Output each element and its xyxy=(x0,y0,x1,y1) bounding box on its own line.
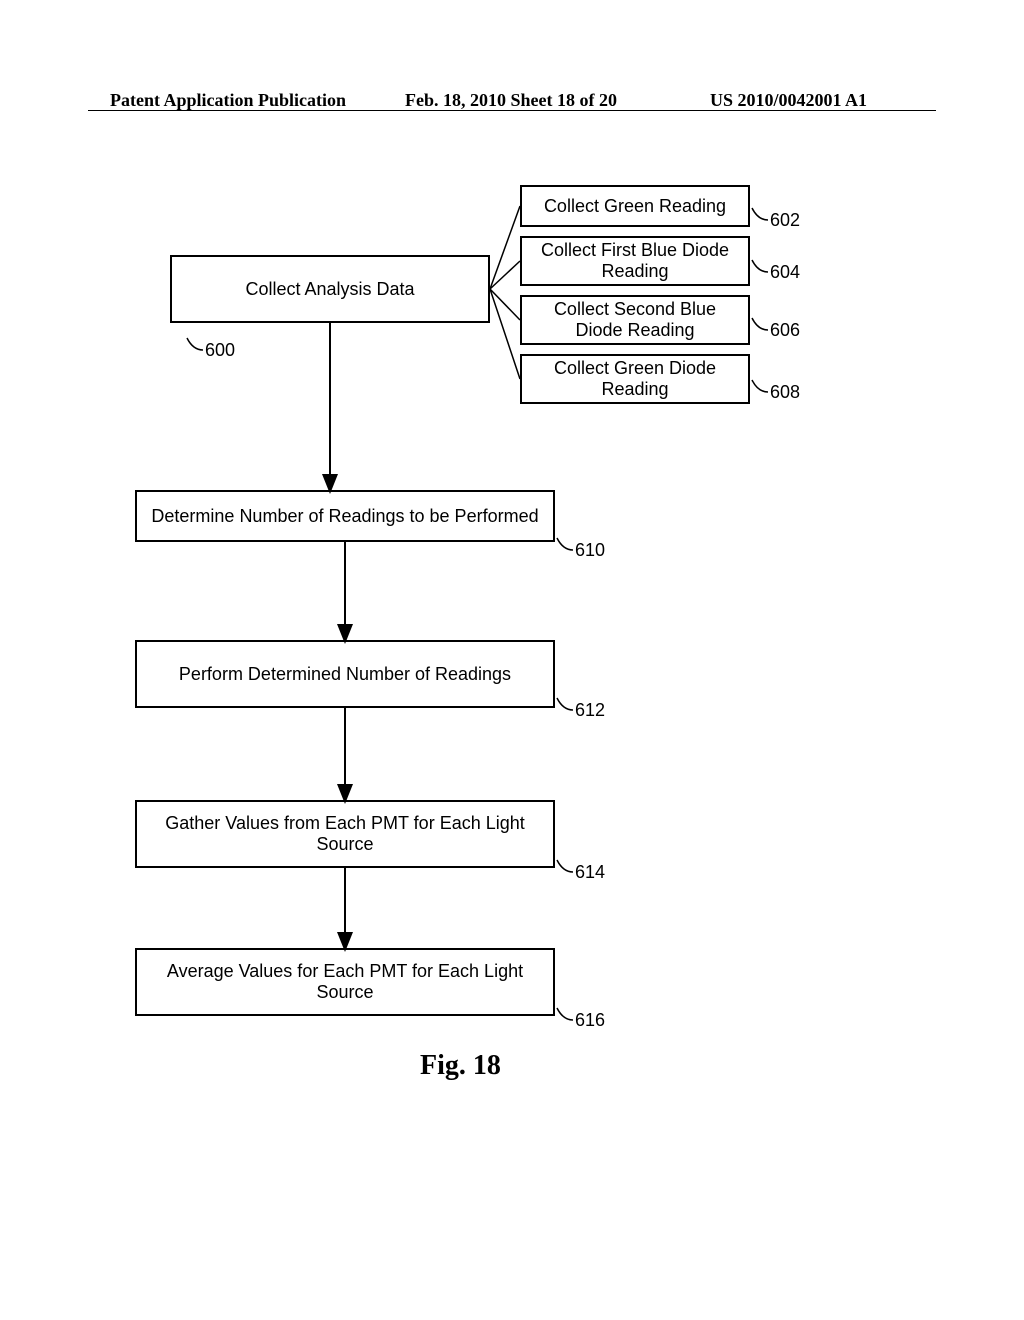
ref-label-604: 604 xyxy=(770,262,800,283)
flow-node-602: Collect Green Reading xyxy=(520,185,750,227)
flow-node-616: Average Values for Each PMT for Each Lig… xyxy=(135,948,555,1016)
ref-label-600: 600 xyxy=(205,340,235,361)
header-center: Feb. 18, 2010 Sheet 18 of 20 xyxy=(405,90,617,111)
flow-node-614: Gather Values from Each PMT for Each Lig… xyxy=(135,800,555,868)
ref-label-610: 610 xyxy=(575,540,605,561)
flow-node-606: Collect Second Blue Diode Reading xyxy=(520,295,750,345)
ref-label-606: 606 xyxy=(770,320,800,341)
ref-label-612: 612 xyxy=(575,700,605,721)
flow-node-600: Collect Analysis Data xyxy=(170,255,490,323)
header-left: Patent Application Publication xyxy=(110,90,346,111)
figure-caption: Fig. 18 xyxy=(420,1050,501,1082)
flow-node-610: Determine Number of Readings to be Perfo… xyxy=(135,490,555,542)
flow-node-604: Collect First Blue Diode Reading xyxy=(520,236,750,286)
flow-node-612: Perform Determined Number of Readings xyxy=(135,640,555,708)
flow-node-608: Collect Green Diode Reading xyxy=(520,354,750,404)
ref-label-614: 614 xyxy=(575,862,605,883)
header-right: US 2010/0042001 A1 xyxy=(710,90,867,111)
ref-label-616: 616 xyxy=(575,1010,605,1031)
ref-label-608: 608 xyxy=(770,382,800,403)
ref-label-602: 602 xyxy=(770,210,800,231)
